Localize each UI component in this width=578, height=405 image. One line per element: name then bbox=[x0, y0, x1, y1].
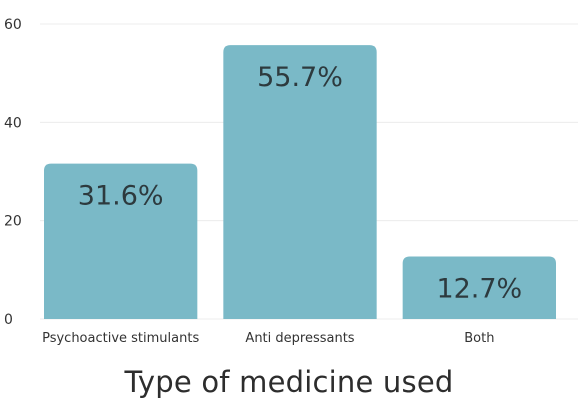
bar bbox=[44, 163, 198, 319]
bar bbox=[402, 256, 556, 319]
y-tick-label: 0 bbox=[4, 312, 13, 328]
data-label: 31.6% bbox=[78, 181, 164, 212]
data-label: 55.7% bbox=[257, 62, 343, 93]
x-tick-label: Anti depressants bbox=[245, 331, 354, 346]
data-label: 12.7% bbox=[436, 274, 522, 305]
y-tick-label: 20 bbox=[4, 214, 22, 230]
chart-title: Type of medicine used bbox=[124, 365, 454, 399]
y-tick-label: 40 bbox=[4, 115, 22, 131]
bar bbox=[223, 45, 377, 320]
bar-chart-plot: 0 20 40 60 31.6% Psychoactive stimulants 55.7%… bbox=[4, 17, 578, 346]
x-tick-label: Both bbox=[464, 331, 494, 346]
y-tick-label: 60 bbox=[4, 17, 22, 33]
x-tick-label: Psychoactive stimulants bbox=[42, 331, 199, 346]
